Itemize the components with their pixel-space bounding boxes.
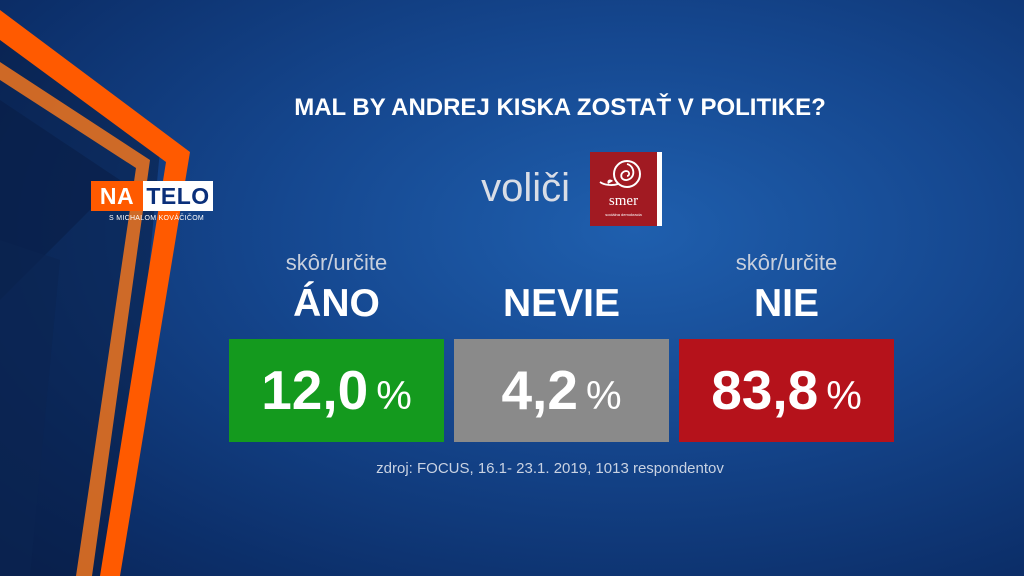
result-value-nie: 83,8%	[679, 339, 894, 442]
chart-title: MAL BY ANDREJ KISKA ZOSTAŤ V POLITIKE?	[294, 94, 826, 121]
result-number-ano: 12,0	[261, 359, 369, 421]
party-name: smer	[608, 193, 639, 209]
chart-subtitle: voliči	[481, 166, 570, 210]
result-unit-nie: %	[826, 374, 862, 418]
result-box-ano: 12,0%	[229, 339, 444, 442]
result-unit-ano: %	[376, 374, 412, 418]
logo-na-text: NA	[91, 181, 143, 211]
result-unit-nevie: %	[585, 374, 622, 418]
result-value-nevie: 4,2%	[454, 339, 669, 442]
result-number-nie: 83,8	[711, 359, 819, 421]
category-label-nevie: NEVIE	[502, 282, 621, 325]
category-sublabel-ano: skôr/určite	[285, 250, 388, 275]
result-number-nevie: 4,2	[501, 359, 578, 421]
result-value-ano: 12,0%	[229, 339, 444, 442]
result-box-nevie: 4,2%	[454, 339, 669, 442]
result-box-nie: 83,8%	[679, 339, 894, 442]
category-label-nie: NIE	[753, 282, 819, 325]
party-tagline: sociálna demokracia	[605, 212, 642, 217]
natelo-logo: NA TELO S MICHALOM KOVÁČIČOM	[91, 181, 215, 231]
category-sublabel-nie: skôr/určite	[735, 250, 838, 275]
source-note: zdroj: FOCUS, 16.1- 23.1. 2019, 1013 res…	[376, 460, 724, 477]
category-label-ano: ÁNO	[293, 282, 380, 325]
logo-subtitle: S MICHALOM KOVÁČIČOM	[109, 215, 205, 222]
rose-icon	[599, 160, 641, 188]
party-logo: smer sociálna demokracia	[590, 152, 662, 226]
logo-telo-text: TELO	[143, 181, 213, 211]
